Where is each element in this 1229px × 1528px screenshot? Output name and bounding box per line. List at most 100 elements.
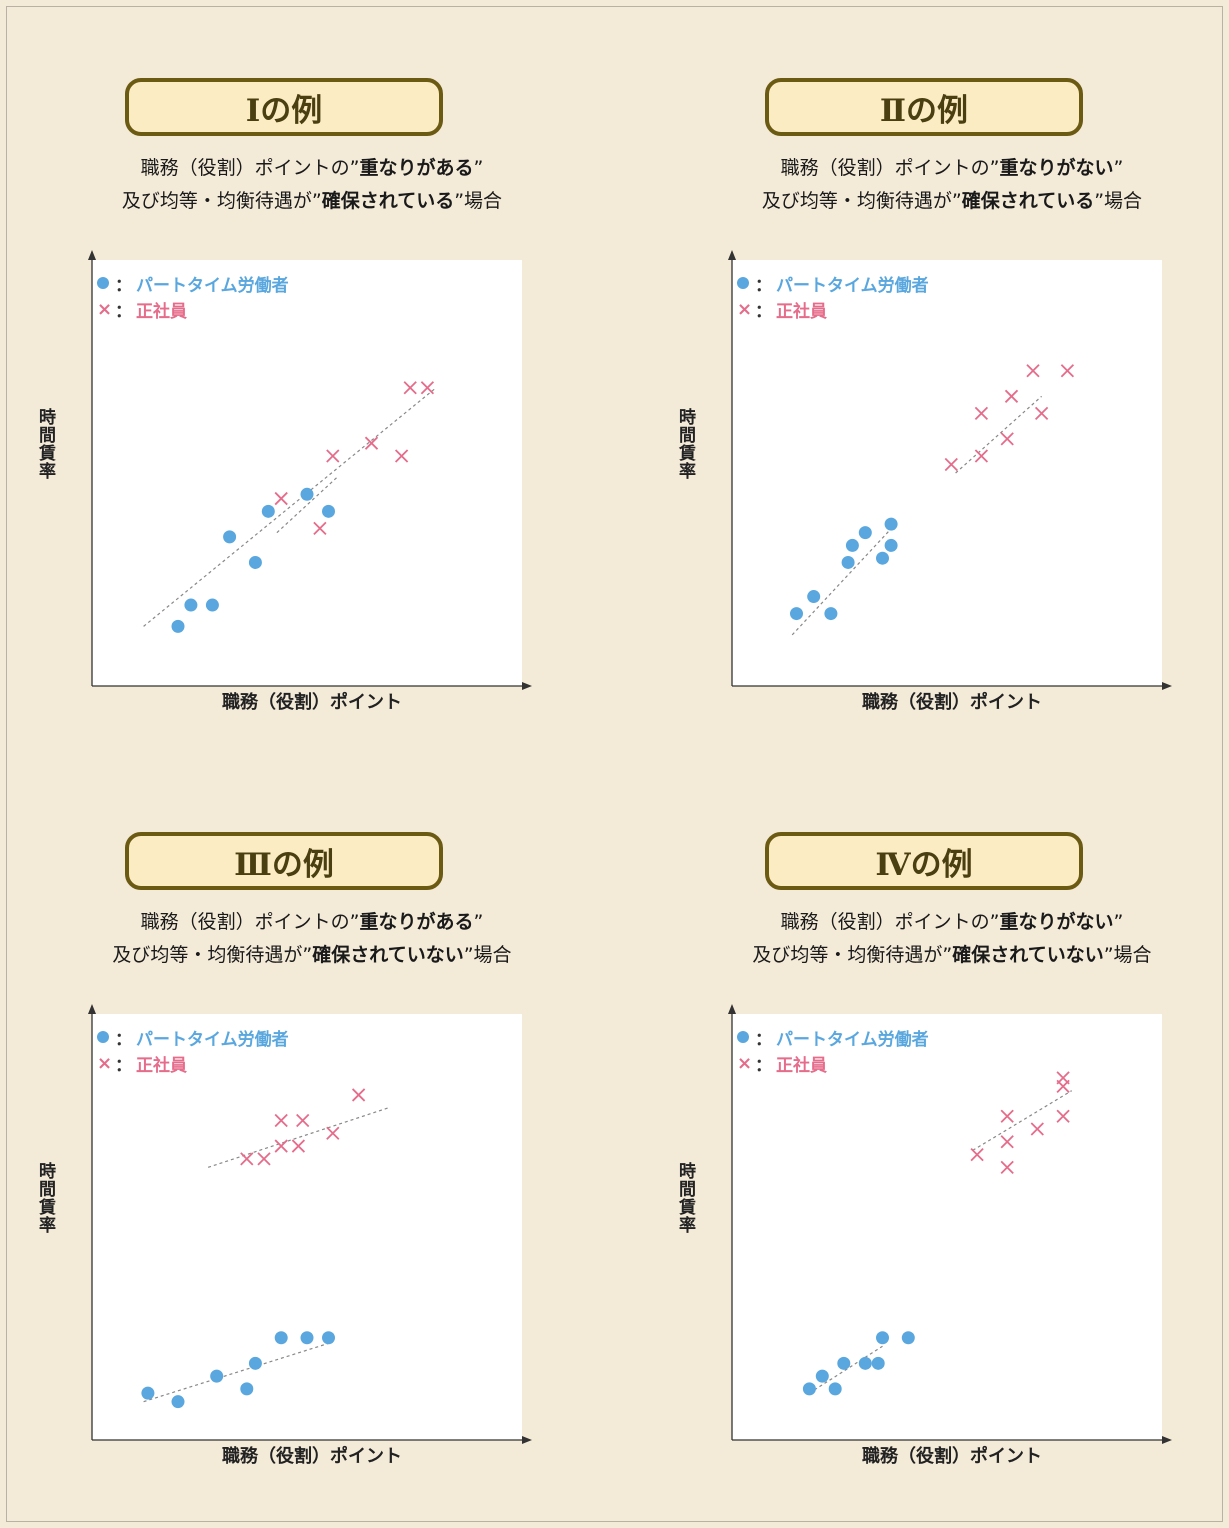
part-time-point bbox=[876, 1331, 889, 1345]
regular-point bbox=[1000, 432, 1014, 446]
legend-label: パートタイム労働者 bbox=[776, 1029, 929, 1050]
legend-colon: ： bbox=[115, 1029, 132, 1050]
plot-svg bbox=[728, 250, 1172, 690]
subtitle-prefix: 及び均等・均衡待遇が” bbox=[761, 190, 962, 212]
subtitle-line-2: 及び均等・均衡待遇が”確保されている”場合 bbox=[672, 186, 1229, 213]
x-axis-label: 職務（役割）ポイント bbox=[862, 1446, 1042, 1467]
regular-point bbox=[1056, 1071, 1070, 1085]
part-time-point bbox=[248, 555, 262, 569]
plot-background bbox=[92, 1014, 522, 1440]
part-time-point bbox=[171, 1395, 185, 1409]
part-time-point bbox=[300, 1331, 314, 1345]
regular-point bbox=[394, 449, 409, 463]
panel-title: Ⅱの例 bbox=[765, 78, 1083, 136]
scatter-plot: 時間賃率 職務（役割）ポイント ： パートタイム労働者 × ： 正社員 bbox=[672, 248, 1229, 748]
part-time-point bbox=[858, 526, 872, 540]
legend-item-part-time: ： パートタイム労働者 bbox=[737, 1024, 929, 1050]
dot-marker-icon bbox=[97, 1031, 109, 1043]
legend-colon: ： bbox=[115, 301, 132, 322]
part-time-point bbox=[184, 598, 198, 612]
legend-item-part-time: ： パートタイム労働者 bbox=[97, 1024, 289, 1050]
part-time-point bbox=[322, 1331, 335, 1345]
subtitle-prefix: 職務（役割）ポイントの” bbox=[780, 157, 1000, 179]
panel-title: Ⅳの例 bbox=[765, 832, 1083, 890]
subtitle-line-2: 及び均等・均衡待遇が”確保されている”場合 bbox=[32, 186, 592, 213]
regular-point bbox=[1000, 1109, 1014, 1123]
regular-point bbox=[240, 1152, 254, 1166]
subtitle-emphasis: 確保されている bbox=[321, 190, 455, 212]
plot-svg bbox=[728, 1004, 1172, 1444]
y-axis-label: 時間賃率 bbox=[35, 408, 55, 480]
part-time-point bbox=[240, 1382, 254, 1396]
dot-marker-icon bbox=[737, 1031, 749, 1043]
part-time-point bbox=[300, 487, 314, 501]
subtitle-suffix: ”場合 bbox=[463, 944, 512, 966]
subtitle-suffix: ” bbox=[1113, 157, 1124, 179]
part-time-point bbox=[837, 1356, 851, 1370]
regular-point bbox=[326, 449, 340, 463]
subtitle-suffix: ” bbox=[473, 911, 484, 933]
trend-line bbox=[791, 523, 896, 636]
subtitle-emphasis: 重なりがある bbox=[359, 911, 474, 933]
subtitle-suffix: ” bbox=[1113, 911, 1124, 933]
subtitle-emphasis: 確保されていない bbox=[312, 944, 464, 966]
scatter-plot: 時間賃率 職務（役割）ポイント ： パートタイム労働者 × ： 正社員 bbox=[672, 1002, 1229, 1502]
legend-item-regular: × ： 正社員 bbox=[97, 1050, 289, 1076]
subtitle-emphasis: 確保されていない bbox=[952, 944, 1104, 966]
regular-point bbox=[257, 1152, 271, 1166]
regular-point bbox=[1060, 364, 1075, 378]
regular-point bbox=[326, 1126, 340, 1140]
part-time-point bbox=[205, 598, 219, 612]
x-axis-label: 職務（役割）ポイント bbox=[222, 692, 402, 713]
cross-marker-icon: × bbox=[737, 1052, 753, 1074]
y-axis-arrow bbox=[88, 1004, 96, 1014]
subtitle-line-2: 及び均等・均衡待遇が”確保されていない”場合 bbox=[672, 940, 1229, 967]
legend: ： パートタイム労働者 × ： 正社員 bbox=[737, 1024, 929, 1076]
legend-colon: ： bbox=[115, 1055, 132, 1076]
trend-line bbox=[143, 387, 437, 627]
plot-svg bbox=[88, 1004, 532, 1444]
regular-point bbox=[970, 1147, 984, 1162]
legend-colon: ： bbox=[755, 275, 772, 296]
scatter-plot: 時間賃率 職務（役割）ポイント ： パートタイム労働者 × ： 正社員 bbox=[32, 248, 592, 748]
regular-point bbox=[313, 521, 327, 536]
regular-point bbox=[274, 491, 288, 506]
legend-item-part-time: ： パートタイム労働者 bbox=[737, 270, 929, 296]
dot-marker-icon bbox=[737, 277, 749, 289]
subtitle-suffix: ”場合 bbox=[1094, 190, 1143, 212]
subtitle-suffix: ”場合 bbox=[454, 190, 503, 212]
part-time-point bbox=[815, 1369, 829, 1383]
legend-colon: ： bbox=[755, 1029, 772, 1050]
dot-marker-icon bbox=[97, 277, 109, 289]
chart-panel-3: Ⅲの例 職務（役割）ポイントの”重なりがある” 及び均等・均衡待遇が”確保されて… bbox=[32, 832, 592, 1522]
part-time-point bbox=[248, 1356, 262, 1370]
y-axis-arrow bbox=[728, 250, 736, 260]
regular-point bbox=[296, 1113, 310, 1128]
trend-line bbox=[207, 1107, 389, 1168]
part-time-point bbox=[261, 504, 275, 518]
part-time-point bbox=[802, 1382, 816, 1396]
part-time-point bbox=[858, 1356, 872, 1370]
subtitle-line-2: 及び均等・均衡待遇が”確保されていない”場合 bbox=[32, 940, 592, 967]
x-axis-arrow bbox=[522, 682, 532, 690]
legend-label: パートタイム労働者 bbox=[136, 1029, 289, 1050]
trend-line bbox=[276, 476, 338, 534]
subtitle-emphasis: 重なりがない bbox=[999, 157, 1114, 179]
subtitle-emphasis: 重なりがある bbox=[359, 157, 474, 179]
subtitle-suffix: ”場合 bbox=[1103, 944, 1152, 966]
part-time-point bbox=[322, 504, 335, 518]
legend: ： パートタイム労働者 × ： 正社員 bbox=[97, 270, 289, 322]
part-time-point bbox=[901, 1331, 915, 1345]
subtitle-prefix: 及び均等・均衡待遇が” bbox=[112, 944, 313, 966]
regular-point bbox=[944, 457, 958, 472]
legend-label: 正社員 bbox=[776, 1055, 827, 1076]
trend-line bbox=[972, 1090, 1073, 1151]
cross-marker-icon: × bbox=[97, 1052, 113, 1074]
y-axis-label: 時間賃率 bbox=[675, 408, 695, 480]
regular-point bbox=[274, 1113, 288, 1128]
plot-background bbox=[732, 1014, 1162, 1440]
part-time-point bbox=[876, 551, 889, 565]
part-time-point bbox=[807, 590, 821, 604]
legend-item-regular: × ： 正社員 bbox=[737, 1050, 929, 1076]
legend-label: パートタイム労働者 bbox=[776, 275, 929, 296]
